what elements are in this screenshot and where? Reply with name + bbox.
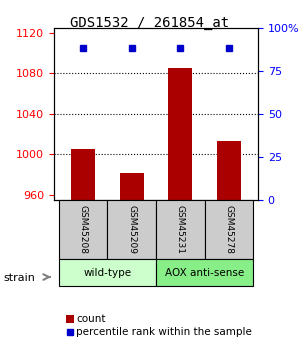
Bar bbox=[71, 149, 95, 200]
Text: wild-type: wild-type bbox=[83, 268, 131, 277]
Text: GSM45278: GSM45278 bbox=[224, 205, 233, 254]
Text: GSM45209: GSM45209 bbox=[127, 205, 136, 254]
FancyBboxPatch shape bbox=[205, 200, 253, 259]
FancyBboxPatch shape bbox=[107, 200, 156, 259]
Bar bbox=[66, 315, 74, 323]
Bar bbox=[217, 141, 241, 200]
Bar bbox=[120, 173, 144, 200]
Text: count: count bbox=[76, 314, 106, 324]
Text: percentile rank within the sample: percentile rank within the sample bbox=[76, 327, 252, 336]
Text: GSM45231: GSM45231 bbox=[176, 205, 185, 254]
FancyBboxPatch shape bbox=[156, 259, 253, 286]
Text: AOX anti-sense: AOX anti-sense bbox=[165, 268, 244, 277]
Text: GSM45208: GSM45208 bbox=[79, 205, 88, 254]
FancyBboxPatch shape bbox=[59, 200, 107, 259]
FancyBboxPatch shape bbox=[59, 259, 156, 286]
Bar bbox=[168, 68, 192, 200]
Text: GDS1532 / 261854_at: GDS1532 / 261854_at bbox=[70, 16, 230, 30]
FancyBboxPatch shape bbox=[156, 200, 205, 259]
Text: strain: strain bbox=[3, 273, 35, 283]
